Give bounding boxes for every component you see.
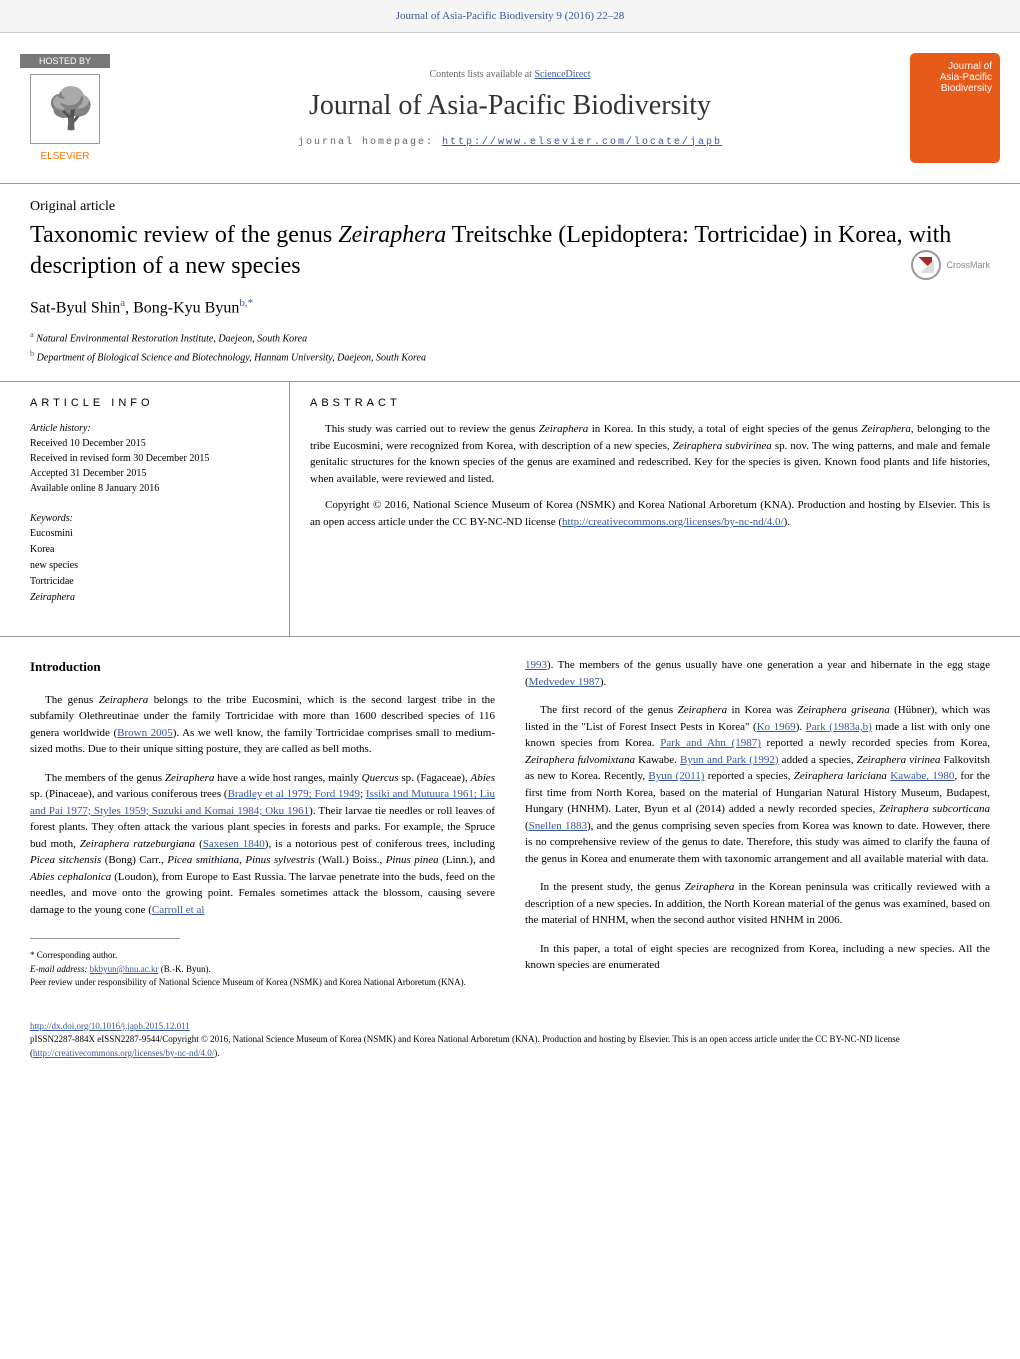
footnote-separator <box>30 938 180 939</box>
keywords-block: Keywords: Eucosmini Korea new species To… <box>30 511 269 606</box>
citation-link[interactable]: Saxesen 1840 <box>203 838 265 850</box>
abstract-text: This study was carried out to review the… <box>310 421 990 530</box>
journal-title: Journal of Asia-Pacific Biodiversity <box>130 90 890 122</box>
author-2: Bong-Kyu Byun <box>133 300 239 317</box>
sciencedirect-link[interactable]: ScienceDirect <box>534 69 590 80</box>
author-2-affiliation: b, <box>239 297 247 309</box>
online-date: Available online 8 January 2016 <box>30 481 269 496</box>
crossmark-icon <box>911 250 941 280</box>
intro-paragraph-1: The genus Zeiraphera belongs to the trib… <box>30 692 495 758</box>
citation-link[interactable]: Byun (2011) <box>648 770 704 782</box>
abstract-column: ABSTRACT This study was carried out to r… <box>290 382 990 636</box>
intro-paragraph-4: In the present study, the genus Zeiraphe… <box>525 879 990 929</box>
citation-link[interactable]: 1993 <box>525 659 547 671</box>
corresponding-note: * Corresponding author. <box>30 949 495 963</box>
journal-cover: Journal of Asia-Pacific Biodiversity <box>910 53 1000 163</box>
homepage-link-line: journal homepage: http://www.elsevier.co… <box>130 137 890 148</box>
journal-cover-text: Journal of Asia-Pacific Biodiversity <box>910 53 1000 102</box>
email-link[interactable]: bkbyun@hnu.ac.kr <box>90 964 159 974</box>
revised-date: Received in revised form 30 December 201… <box>30 451 269 466</box>
citation-link[interactable]: Park (1983a,b) <box>806 721 872 733</box>
author-1-affiliation: a <box>120 297 125 309</box>
header-bar: Journal of Asia-Pacific Biodiversity 9 (… <box>0 0 1020 33</box>
intro-paragraph-1-cont: 1993). The members of the genus usually … <box>525 657 990 690</box>
received-date: Received 10 December 2015 <box>30 436 269 451</box>
footer-license-link[interactable]: http://creativecommons.org/licenses/by-n… <box>33 1048 214 1058</box>
footnotes: * Corresponding author. E-mail address: … <box>30 949 495 990</box>
citation-link[interactable]: Byun and Park (1992) <box>680 754 779 766</box>
copyright-line: pISSN2287-884X eISSN2287-9544/Copyright … <box>30 1033 990 1060</box>
main-content: Introduction The genus Zeiraphera belong… <box>0 637 1020 1010</box>
affiliations: a Natural Environmental Restoration Inst… <box>0 328 1020 382</box>
article-history: Article history: Received 10 December 20… <box>30 421 269 496</box>
email-note: E-mail address: bkbyun@hnu.ac.kr (B.-K. … <box>30 963 495 977</box>
masthead: HOSTED BY ELSEVIER Contents lists availa… <box>0 33 1020 184</box>
hosted-by-badge: HOSTED BY <box>20 54 110 68</box>
citation-link[interactable]: Kawabe, 1980 <box>890 770 954 782</box>
publisher-block: HOSTED BY ELSEVIER <box>20 54 110 162</box>
intro-paragraph-5: In this paper, a total of eight species … <box>525 941 990 974</box>
masthead-center: Contents lists available at ScienceDirec… <box>110 69 910 148</box>
article-info-abstract: ARTICLE INFO Article history: Received 1… <box>0 381 1020 637</box>
citation-link[interactable]: Snellen 1883 <box>529 820 587 832</box>
introduction-heading: Introduction <box>30 657 495 677</box>
article-title: Taxonomic review of the genus Zeiraphera… <box>0 220 1020 297</box>
citation-link[interactable]: Carroll et al <box>152 904 205 916</box>
intro-paragraph-3: The first record of the genus Zeiraphera… <box>525 702 990 867</box>
citation-link[interactable]: Bradley et al 1979; Ford 1949 <box>228 788 361 800</box>
elsevier-logo: ELSEVIER <box>20 74 110 162</box>
journal-reference: Journal of Asia-Pacific Biodiversity 9 (… <box>20 10 1000 22</box>
keywords-list: Eucosmini Korea new species Tortricidae … <box>30 526 269 606</box>
corresponding-marker: * <box>248 297 254 309</box>
abstract-label: ABSTRACT <box>310 397 990 409</box>
page-footer: http://dx.doi.org/10.1016/j.japb.2015.12… <box>0 1010 1020 1081</box>
intro-paragraph-2: The members of the genus Zeiraphera have… <box>30 770 495 919</box>
affiliation-b: Department of Biological Science and Bio… <box>37 352 426 363</box>
crossmark-badge[interactable]: CrossMark <box>911 250 990 280</box>
license-link[interactable]: http://creativecommons.org/licenses/by-n… <box>562 516 784 528</box>
article-info-label: ARTICLE INFO <box>30 397 269 409</box>
citation-link[interactable]: Park and Ahn (1987) <box>660 737 761 749</box>
article-info-column: ARTICLE INFO Article history: Received 1… <box>30 382 290 636</box>
citation-link[interactable]: Medvedev 1987 <box>529 676 600 688</box>
contents-text: Contents lists available at <box>429 69 534 80</box>
peer-review-note: Peer review under responsibility of Nati… <box>30 976 495 990</box>
citation-link[interactable]: Ko 1969 <box>757 721 796 733</box>
citation-link[interactable]: Brown 2005 <box>117 727 173 739</box>
affiliation-a: Natural Environmental Restoration Instit… <box>36 333 307 344</box>
left-column: Introduction The genus Zeiraphera belong… <box>30 657 495 990</box>
contents-list: Contents lists available at ScienceDirec… <box>130 69 890 80</box>
doi-link[interactable]: http://dx.doi.org/10.1016/j.japb.2015.12… <box>30 1021 190 1031</box>
accepted-date: Accepted 31 December 2015 <box>30 466 269 481</box>
author-1: Sat-Byul Shin <box>30 300 120 317</box>
crossmark-text: CrossMark <box>946 260 990 270</box>
elsevier-text: ELSEVIER <box>20 151 110 162</box>
authors: Sat-Byul Shina, Bong-Kyu Byunb,* <box>0 297 1020 327</box>
article-type: Original article <box>0 184 1020 220</box>
elsevier-tree-icon <box>30 74 100 144</box>
homepage-label: journal homepage: <box>298 137 442 148</box>
homepage-url[interactable]: http://www.elsevier.com/locate/japb <box>442 137 722 148</box>
right-column: 1993). The members of the genus usually … <box>525 657 990 990</box>
